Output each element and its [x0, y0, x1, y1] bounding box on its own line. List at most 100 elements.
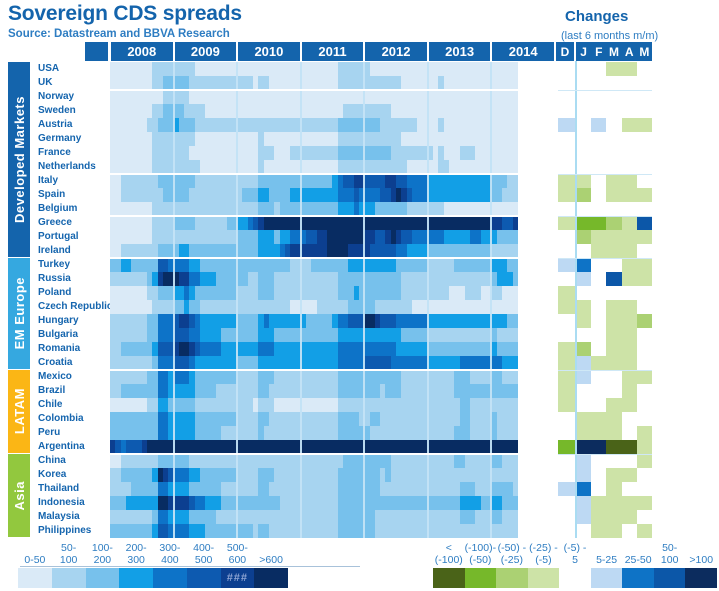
heatmap-cell [358, 216, 365, 230]
heatmap-cell [454, 244, 460, 258]
heatmap-cell [353, 146, 359, 160]
heatmap-cell [184, 510, 190, 524]
heatmap-cell [200, 314, 206, 328]
heatmap-cell [247, 300, 254, 314]
heatmap-cell [284, 160, 291, 174]
spread-row-korea [110, 468, 518, 482]
heatmap-cell [385, 384, 391, 398]
heatmap-cell [226, 482, 232, 496]
heatmap-cell [242, 328, 248, 342]
heatmap-cell [417, 426, 423, 440]
heatmap-cell [168, 216, 174, 230]
heatmap-cell [311, 160, 317, 174]
heatmap-cell [321, 328, 328, 342]
heatmap-cell [279, 398, 285, 412]
heatmap-cell [152, 426, 158, 440]
heatmap-cell [263, 328, 269, 342]
legend-spread-label: >600 [259, 554, 283, 566]
heatmap-cell [168, 426, 174, 440]
heatmap-cell [343, 118, 349, 132]
heatmap-cell [491, 496, 497, 510]
heatmap-cell [258, 384, 264, 398]
heatmap-cell [464, 300, 471, 314]
year-header-2009: 2009 [174, 42, 237, 61]
heatmap-cell [226, 440, 232, 454]
heatmap-cell [110, 510, 116, 524]
heatmap-cell [147, 188, 153, 202]
heatmap-cell [406, 90, 412, 104]
heatmap-cell [358, 62, 365, 76]
heatmap-cell [491, 314, 497, 328]
changes-cell [621, 440, 637, 454]
heatmap-cell [459, 454, 465, 468]
heatmap-cell [369, 174, 375, 188]
heatmap-cell [279, 132, 285, 146]
heatmap-cell [120, 160, 126, 174]
heatmap-cell [464, 244, 471, 258]
heatmap-cell [337, 398, 344, 412]
heatmap-cell [305, 146, 312, 160]
heatmap-cell [173, 412, 179, 426]
heatmap-cell [184, 468, 190, 482]
heatmap-cell [237, 244, 243, 258]
heatmap-cell [200, 370, 206, 384]
heatmap-cell [131, 426, 137, 440]
heatmap-cell [417, 230, 423, 244]
heatmap-cell [210, 482, 216, 496]
heatmap-cell [374, 104, 381, 118]
heatmap-cell [486, 314, 492, 328]
heatmap-cell [380, 132, 386, 146]
heatmap-cell [300, 468, 306, 482]
heatmap-cell [125, 356, 132, 370]
heatmap-cell [284, 426, 291, 440]
heatmap-cell [168, 300, 174, 314]
heatmap-cell [290, 146, 296, 160]
heatmap-cell [242, 76, 248, 90]
heatmap-cell [258, 342, 264, 356]
heatmap-cell [258, 272, 264, 286]
heatmap-cell [454, 426, 460, 440]
heatmap-cell [438, 174, 444, 188]
changes-cell [557, 398, 575, 412]
year-gridline [172, 62, 175, 538]
heatmap-cell [321, 146, 328, 160]
heatmap-cell [305, 426, 312, 440]
heatmap-cell [512, 76, 518, 90]
heatmap-cell [337, 342, 344, 356]
heatmap-cell [157, 482, 163, 496]
heatmap-cell [300, 188, 306, 202]
heatmap-cell [141, 356, 148, 370]
heatmap-cell [470, 132, 476, 146]
heatmap-cell [178, 482, 185, 496]
heatmap-cell [295, 468, 301, 482]
dec-jan-separator [575, 61, 577, 538]
heatmap-cell [268, 440, 275, 454]
heatmap-cell [486, 118, 492, 132]
heatmap-cell [136, 342, 142, 356]
heatmap-cell [152, 468, 158, 482]
heatmap-cell [480, 440, 487, 454]
heatmap-cell [284, 174, 291, 188]
heatmap-cell [115, 62, 121, 76]
heatmap-cell [247, 286, 254, 300]
heatmap-cell [332, 356, 338, 370]
heatmap-cell [311, 272, 317, 286]
heatmap-cell [507, 454, 513, 468]
heatmap-cell [406, 482, 412, 496]
heatmap-cell [496, 62, 502, 76]
heatmap-cell [168, 230, 174, 244]
heatmap-cell [438, 328, 444, 342]
heatmap-cell [327, 496, 333, 510]
heatmap-cell [501, 244, 508, 258]
heatmap-cell [162, 370, 169, 384]
heatmap-cell [337, 104, 344, 118]
heatmap-cell [300, 300, 306, 314]
heatmap-cell [300, 160, 306, 174]
heatmap-cell [253, 230, 259, 244]
heatmap-cell [353, 328, 359, 342]
heatmap-cell [491, 160, 497, 174]
heatmap-cell [274, 440, 280, 454]
heatmap-cell [178, 496, 185, 510]
country-label-germany: Germany [38, 133, 82, 144]
heatmap-cell [136, 286, 142, 300]
